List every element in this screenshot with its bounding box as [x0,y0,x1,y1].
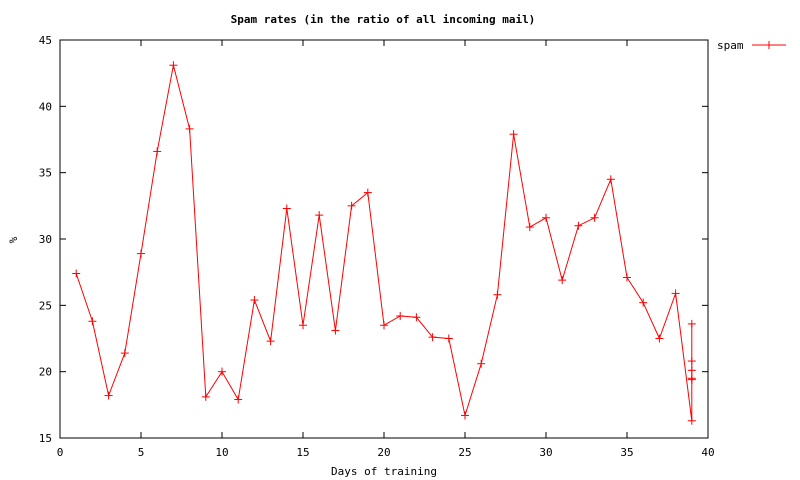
data-point [412,313,421,322]
data-point [606,175,615,184]
y-tick-label: 25 [39,299,52,312]
data-point [687,375,696,384]
data-point [347,201,356,210]
data-point [477,359,486,368]
data-point [234,395,243,404]
data-point [153,147,162,156]
x-tick-label: 25 [458,446,471,459]
x-tick-label: 20 [377,446,390,459]
data-point [185,124,194,133]
data-point [525,223,534,232]
data-point [461,411,469,420]
data-point [331,326,340,335]
data-point [120,349,129,358]
plot-frame [59,39,709,439]
data-point [687,366,696,375]
x-tick-label: 0 [57,446,64,459]
data-point [655,334,664,343]
data-point [315,211,324,220]
data-point [299,321,307,330]
legend-marker-spam [765,41,773,49]
data-point [218,367,226,376]
x-tick-label: 40 [701,446,714,459]
data-point [250,296,259,305]
y-tick-label: 40 [39,100,52,113]
data-point [444,334,453,343]
data-point [558,276,567,285]
y-tick-label: 15 [39,432,52,445]
data-point [104,391,113,400]
y-tick-label: 35 [39,167,52,180]
data-point [687,357,696,366]
data-point [282,204,291,213]
data-point [266,337,275,346]
y-tick-label: 30 [39,233,52,246]
data-point [201,392,210,401]
data-point [137,249,145,258]
data-point [671,289,680,298]
data-point [574,221,583,230]
data-point [363,188,372,197]
data-point [509,130,518,139]
data-point [687,319,696,328]
data-point [88,317,97,326]
x-tick-label: 15 [296,446,309,459]
series-line-spam [75,65,693,421]
legend: spam [717,39,786,52]
data-point [169,61,178,70]
x-axis-label: Days of training [331,465,437,478]
series-layer [72,61,696,425]
y-axis-label: % [7,236,20,243]
data-point [542,213,550,222]
x-tick-label: 5 [138,446,145,459]
data-point [590,213,599,222]
data-point [428,333,437,342]
x-tick-label: 35 [620,446,633,459]
data-point [72,269,81,278]
y-tick-label: 45 [39,34,52,47]
x-tick-label: 30 [539,446,552,459]
data-point [380,321,388,330]
x-axis-ticks: 0 5 10 15 20 25 30 35 40 [57,40,715,459]
data-point [639,298,648,307]
data-point [623,273,631,282]
legend-label-spam: spam [717,39,744,52]
data-point [396,311,405,320]
y-tick-label: 20 [39,366,52,379]
x-tick-label: 10 [215,446,228,459]
y-axis-ticks: 15 20 25 30 35 40 45 [39,34,708,445]
chart-title: Spam rates (in the ratio of all incoming… [231,13,536,26]
data-point [493,290,502,299]
data-point [687,416,696,425]
